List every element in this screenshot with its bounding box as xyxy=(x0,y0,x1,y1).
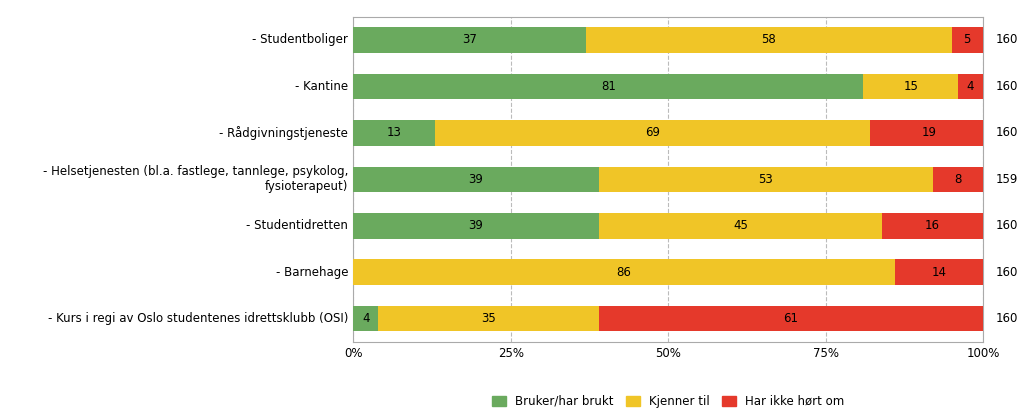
Bar xyxy=(353,213,599,239)
Text: 16: 16 xyxy=(925,219,940,232)
Text: - Rådgivningstjeneste: - Rådgivningstjeneste xyxy=(219,126,348,140)
Legend: Bruker/har brukt, Kjenner til, Har ikke hørt om: Bruker/har brukt, Kjenner til, Har ikke … xyxy=(487,390,849,412)
Text: 160: 160 xyxy=(995,126,1018,139)
Text: 15: 15 xyxy=(903,80,919,93)
Bar xyxy=(353,74,863,99)
Bar xyxy=(379,306,599,332)
Text: 45: 45 xyxy=(733,219,748,232)
Text: 39: 39 xyxy=(469,173,483,186)
Text: 13: 13 xyxy=(387,126,401,139)
Text: 5: 5 xyxy=(964,33,971,46)
Text: 160: 160 xyxy=(995,312,1018,325)
Bar xyxy=(353,120,435,146)
Text: 8: 8 xyxy=(954,173,962,186)
Text: 160: 160 xyxy=(995,219,1018,232)
Bar xyxy=(353,259,895,285)
Text: 160: 160 xyxy=(995,80,1018,93)
Text: 160: 160 xyxy=(995,33,1018,46)
Text: - Kurs i regi av Oslo studentenes idrettsklubb (OSI): - Kurs i regi av Oslo studentenes idrett… xyxy=(48,312,348,325)
Bar xyxy=(599,306,983,332)
Bar xyxy=(883,213,983,239)
Text: 4: 4 xyxy=(362,312,370,325)
Text: 19: 19 xyxy=(922,126,937,139)
Bar xyxy=(895,259,983,285)
Text: 58: 58 xyxy=(762,33,776,46)
Text: - Helsetjenesten (bl.a. fastlege, tannlege, psykolog,
fysioterapeut): - Helsetjenesten (bl.a. fastlege, tannle… xyxy=(43,165,348,193)
Text: 14: 14 xyxy=(932,266,946,279)
Text: 86: 86 xyxy=(616,266,632,279)
Bar xyxy=(353,27,587,53)
Text: 35: 35 xyxy=(481,312,496,325)
Bar xyxy=(587,27,951,53)
Bar xyxy=(599,213,883,239)
Bar xyxy=(951,27,983,53)
Bar xyxy=(957,74,983,99)
Bar xyxy=(353,306,379,332)
Text: - Barnehage: - Barnehage xyxy=(275,266,348,279)
Text: 37: 37 xyxy=(463,33,477,46)
Text: 69: 69 xyxy=(645,126,659,139)
Bar xyxy=(353,166,599,192)
Bar xyxy=(435,120,869,146)
Text: 39: 39 xyxy=(469,219,483,232)
Text: 53: 53 xyxy=(759,173,773,186)
Bar xyxy=(933,166,983,192)
Text: 159: 159 xyxy=(995,173,1018,186)
Bar xyxy=(869,120,989,146)
Text: 160: 160 xyxy=(995,266,1018,279)
Text: - Studentidretten: - Studentidretten xyxy=(247,219,348,232)
Text: - Kantine: - Kantine xyxy=(295,80,348,93)
Text: 81: 81 xyxy=(601,80,615,93)
Bar xyxy=(863,74,957,99)
Text: 61: 61 xyxy=(783,312,799,325)
Text: 4: 4 xyxy=(967,80,974,93)
Text: - Studentboliger: - Studentboliger xyxy=(252,33,348,46)
Bar xyxy=(599,166,933,192)
